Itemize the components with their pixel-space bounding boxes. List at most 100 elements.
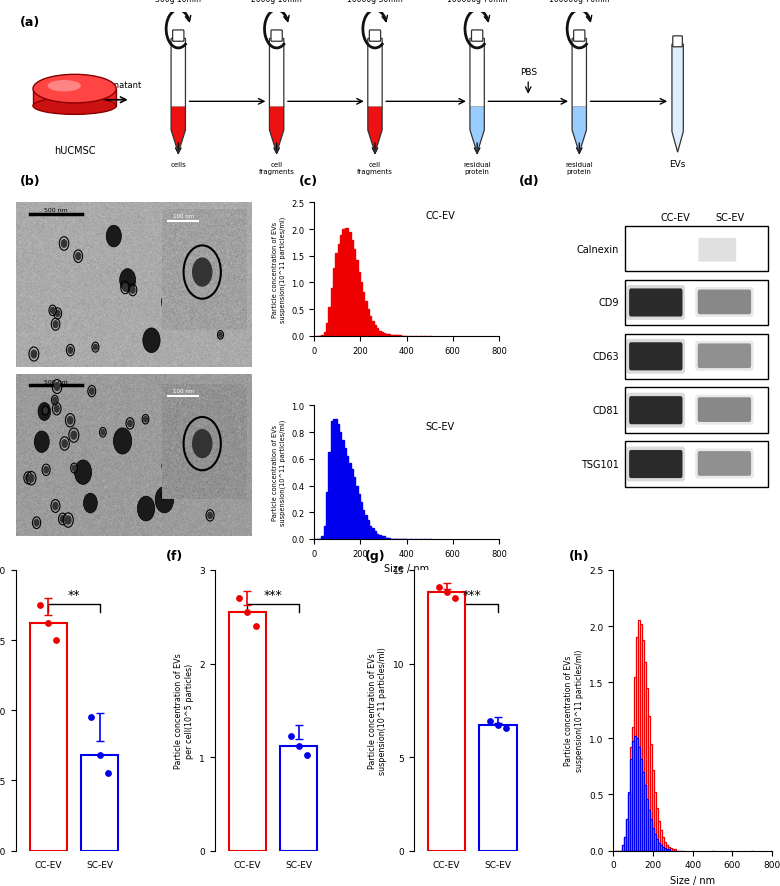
Text: ***: *** — [463, 588, 482, 602]
Text: SC-EV: SC-EV — [715, 214, 745, 223]
FancyBboxPatch shape — [698, 238, 736, 262]
Bar — [370, 529, 374, 540]
Bar — [656, 839, 658, 851]
FancyBboxPatch shape — [625, 227, 768, 272]
Text: CC-EV: CC-EV — [23, 210, 55, 220]
Bar — [652, 770, 654, 851]
Bar — [650, 744, 652, 851]
FancyBboxPatch shape — [695, 288, 753, 317]
Bar — [632, 741, 634, 851]
Y-axis label: Particle concentration of EVs
suspension(10^11 particles/ml): Particle concentration of EVs suspension… — [272, 419, 285, 525]
Text: CD81: CD81 — [592, 406, 619, 416]
Bar — [342, 229, 346, 337]
Bar — [664, 848, 666, 851]
Bar — [338, 432, 342, 540]
Bar — [372, 532, 376, 540]
Bar — [333, 419, 337, 540]
Text: 300g 10min: 300g 10min — [155, 0, 201, 4]
Bar — [386, 538, 390, 540]
Text: SC-EV: SC-EV — [23, 381, 55, 391]
Point — [292, 739, 305, 753]
Bar — [352, 250, 355, 337]
Point — [94, 748, 106, 762]
Bar — [666, 845, 668, 851]
Point — [233, 591, 246, 605]
Bar — [370, 322, 374, 337]
Text: (a): (a) — [20, 17, 40, 29]
Polygon shape — [470, 39, 484, 107]
Bar — [654, 792, 656, 851]
Bar — [650, 820, 652, 851]
FancyBboxPatch shape — [698, 398, 751, 423]
Polygon shape — [572, 39, 587, 107]
Bar — [632, 727, 634, 851]
Text: residual
protein: residual protein — [566, 161, 593, 175]
Polygon shape — [269, 107, 284, 131]
Bar — [622, 845, 624, 851]
Bar — [388, 336, 392, 337]
FancyBboxPatch shape — [370, 31, 381, 43]
Ellipse shape — [48, 81, 81, 92]
Bar — [335, 424, 339, 540]
Text: (h): (h) — [569, 549, 590, 562]
Text: (b): (b) — [20, 175, 40, 188]
Bar — [662, 837, 664, 851]
Bar — [229, 612, 266, 851]
Bar — [328, 307, 332, 337]
Text: CD63: CD63 — [592, 352, 619, 361]
Bar — [358, 284, 362, 337]
FancyBboxPatch shape — [172, 31, 184, 43]
Bar — [630, 758, 632, 851]
FancyBboxPatch shape — [695, 449, 753, 479]
Bar — [622, 845, 624, 851]
Y-axis label: Particle concentration of EVs
suspension(10^11 particles/ml): Particle concentration of EVs suspension… — [272, 217, 285, 323]
Bar — [634, 736, 636, 851]
Point — [101, 766, 114, 781]
FancyBboxPatch shape — [698, 344, 751, 369]
Polygon shape — [269, 39, 284, 107]
Bar — [384, 334, 388, 337]
X-axis label: Size / nm: Size / nm — [670, 874, 715, 885]
Point — [300, 748, 313, 762]
Text: TSG101: TSG101 — [581, 460, 619, 470]
Text: hUCMSC: hUCMSC — [54, 146, 95, 156]
Text: (d): (d) — [519, 175, 539, 188]
Polygon shape — [572, 107, 587, 131]
FancyBboxPatch shape — [673, 37, 682, 48]
Bar — [636, 738, 638, 851]
X-axis label: Size / nm: Size / nm — [384, 563, 429, 573]
Text: supernatant: supernatant — [90, 81, 142, 89]
Text: (f): (f) — [166, 549, 183, 562]
Text: (g): (g) — [365, 549, 385, 562]
Bar — [280, 746, 317, 851]
Bar — [328, 453, 332, 540]
FancyBboxPatch shape — [625, 334, 768, 379]
Bar — [660, 830, 662, 851]
Bar — [638, 748, 640, 851]
Bar — [377, 535, 381, 540]
Polygon shape — [470, 107, 484, 131]
Bar — [628, 792, 630, 851]
FancyBboxPatch shape — [271, 31, 282, 43]
Point — [491, 719, 504, 733]
Bar — [338, 245, 342, 337]
Polygon shape — [572, 131, 587, 153]
Bar — [340, 237, 344, 337]
Bar — [624, 837, 626, 851]
Bar — [381, 537, 385, 540]
Bar — [640, 758, 642, 851]
Bar — [658, 843, 660, 851]
Bar — [324, 526, 328, 540]
Text: 10000g 30min: 10000g 30min — [347, 0, 402, 4]
Bar — [356, 494, 360, 540]
FancyBboxPatch shape — [695, 341, 753, 371]
Bar — [367, 526, 371, 540]
Text: 100000g 70min: 100000g 70min — [549, 0, 610, 4]
Bar — [349, 470, 353, 540]
Bar — [349, 240, 353, 337]
Bar — [333, 268, 337, 337]
Text: Calnexin: Calnexin — [576, 245, 619, 254]
Point — [484, 715, 496, 729]
Point — [500, 721, 512, 735]
Bar — [626, 820, 628, 851]
